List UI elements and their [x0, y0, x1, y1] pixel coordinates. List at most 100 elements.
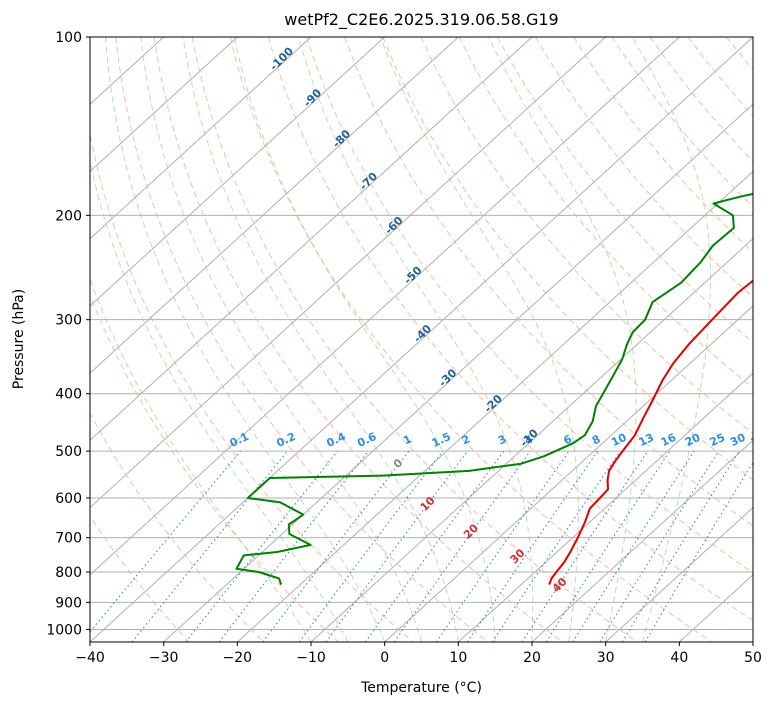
moist-adiabat-line — [182, 37, 459, 642]
mixing-ratio-line — [262, 450, 410, 642]
moist-adiabat-line — [233, 37, 496, 642]
dry-adiabat-line — [420, 37, 753, 434]
isotherm-line — [752, 641, 753, 642]
dry-adiabat-line — [726, 37, 753, 71]
y-tick-label: 100 — [55, 30, 82, 46]
mixing-ratio-line — [435, 450, 570, 642]
mixing-ratio-line — [298, 450, 444, 642]
x-tick-label: 30 — [597, 650, 615, 666]
isotherm-line — [90, 37, 533, 442]
y-tick-label: 600 — [55, 491, 82, 507]
grid-layer — [90, 37, 753, 642]
mixing-ratio-label: 36 — [749, 431, 769, 449]
dry-adiabat-line — [90, 131, 414, 642]
dry-adiabat-line — [535, 37, 753, 298]
moist-adiabat-line — [488, 37, 637, 642]
dry-adiabat-line — [90, 412, 264, 642]
isotherm-label: -30 — [436, 366, 459, 389]
mixing-ratio-label: 2 — [460, 432, 472, 447]
x-tick-label: −10 — [296, 650, 326, 666]
mixing-ratio-line — [131, 450, 289, 642]
mixing-ratio-label: 25 — [708, 431, 727, 449]
isotherm-label: -40 — [411, 322, 434, 345]
mixing-ratio-line — [218, 450, 369, 642]
isotherm-line — [457, 372, 753, 642]
isotherm-label: -10 — [518, 426, 541, 449]
y-tick-label: 200 — [55, 208, 82, 224]
chart-title: wetPf2_C2E6.2025.319.06.58.G19 — [284, 10, 558, 30]
y-tick-label: 300 — [55, 313, 82, 329]
dry-adiabat-line — [573, 37, 753, 253]
mixing-ratio-label: 1 — [401, 432, 413, 447]
y-axis-title: Pressure (hPa) — [11, 289, 27, 389]
isotherm-label: -20 — [482, 392, 505, 415]
dewpoint-line — [235, 192, 753, 585]
moist-adiabat-line — [297, 37, 534, 642]
mixing-ratio-label: 0.4 — [325, 430, 348, 450]
mixing-ratio-line — [364, 450, 505, 642]
y-tick-label: 1000 — [46, 622, 82, 638]
moist-adiabat-label: 30 — [508, 546, 528, 566]
mixing-ratio-label: 13 — [637, 431, 656, 449]
mixing-ratio-line — [491, 450, 621, 642]
moist-adiabat-line — [105, 37, 386, 642]
mixing-ratio-line — [393, 450, 531, 642]
moist-adiabat-line — [632, 37, 711, 642]
isotherm-line — [90, 37, 680, 576]
dry-adiabat-line — [687, 37, 753, 117]
isotherm-line — [384, 305, 753, 642]
x-tick-label: 0 — [380, 650, 389, 666]
dry-adiabat-line — [306, 37, 753, 574]
background-lines — [90, 37, 775, 642]
plot-frame — [89, 36, 754, 643]
mixing-ratio-line — [467, 450, 599, 642]
x-tick-label: −30 — [149, 650, 179, 666]
temperature-line — [548, 279, 753, 585]
y-tick-label: 900 — [55, 595, 82, 611]
isotherm-line — [90, 37, 238, 173]
moist-adiabat-line — [90, 277, 312, 642]
isotherm-line — [90, 37, 312, 240]
dry-adiabat-line — [90, 515, 190, 642]
series-layer — [235, 192, 753, 585]
mixing-ratio-line — [621, 450, 740, 642]
dry-adiabat-line — [268, 37, 753, 622]
dry-adiabat-line — [496, 37, 753, 344]
x-tick-label: 50 — [744, 650, 762, 666]
isotherm-label: -50 — [401, 264, 424, 287]
moist-adiabat-line — [380, 37, 579, 642]
x-tick-label: −20 — [223, 650, 253, 666]
dry-adiabat-line — [765, 37, 775, 642]
dry-adiabat-line — [115, 37, 488, 642]
y-axis-ticks: 100 200 300 400 500 600 700 800 900 1000 — [46, 30, 90, 638]
dry-adiabat-line — [153, 37, 563, 642]
dry-adiabat-line — [191, 37, 638, 642]
dry-adiabat-line — [344, 37, 753, 527]
isotherm-label: -80 — [330, 127, 353, 150]
mixing-ratio-line — [572, 450, 695, 642]
moist-adiabat-line — [90, 158, 349, 642]
mixing-ratio-label: 10 — [609, 431, 629, 449]
mixing-ratio-line — [545, 450, 671, 642]
y-tick-label: 500 — [55, 444, 82, 460]
mixing-ratio-label: 3 — [496, 432, 508, 447]
isotherm-line — [90, 37, 459, 374]
isotherm-line — [531, 439, 753, 642]
mixing-ratio-line — [599, 450, 720, 642]
dry-adiabat-line — [382, 37, 753, 481]
mixing-ratio-label: 16 — [659, 431, 679, 449]
isotherm-line — [90, 37, 607, 509]
mixing-ratio-line — [185, 450, 339, 642]
isotherm-line — [163, 103, 753, 642]
moist-adiabat-label: 10 — [418, 494, 438, 514]
isotherm-line — [605, 506, 753, 642]
isotherm-line — [90, 37, 386, 307]
y-tick-label: 400 — [55, 387, 82, 403]
x-axis-title: Temperature (°C) — [360, 680, 482, 696]
isotherm-line — [310, 237, 753, 642]
isotherm-label: -90 — [301, 86, 324, 109]
mixing-ratio-line — [521, 450, 649, 642]
dry-adiabat-line — [229, 37, 712, 642]
x-axis-ticks: −40 −30 −20 −10 0 10 20 30 40 50 — [75, 642, 762, 666]
